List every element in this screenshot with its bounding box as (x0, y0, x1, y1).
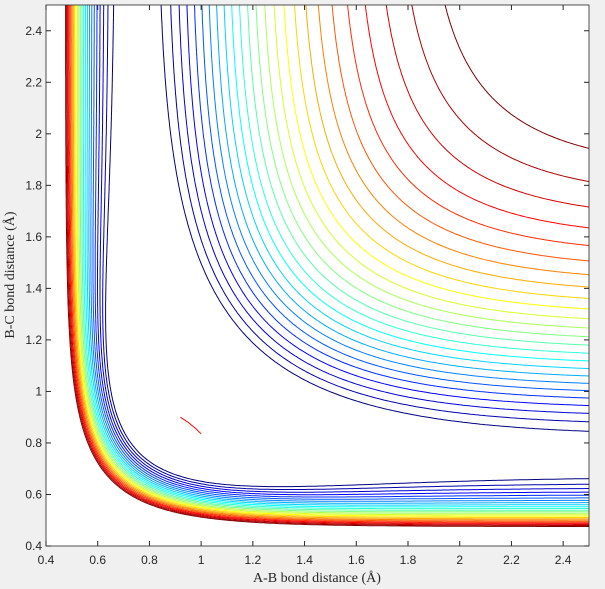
contour-line (84, 5, 589, 508)
y-tick-label: 2.2 (25, 75, 42, 89)
contour-line (74, 5, 589, 518)
x-tick-label: 0.8 (141, 553, 158, 567)
contour-line (72, 5, 589, 520)
contour-line (76, 5, 589, 516)
contour-line (81, 5, 589, 511)
x-tick-label: 2 (456, 553, 463, 567)
x-tick-label: 1.4 (296, 553, 313, 567)
y-tick-label: 0.6 (25, 487, 42, 501)
contour-line (102, 5, 589, 490)
x-tick-label: 2.4 (555, 553, 572, 567)
axes-box (45, 4, 590, 547)
x-tick-label: 1.6 (348, 553, 365, 567)
y-tick-label: 1.4 (25, 281, 42, 295)
y-tick-label: 0.4 (25, 539, 42, 553)
contour-line (69, 5, 589, 523)
contour-layer (65, 5, 589, 527)
contour-line (68, 5, 589, 524)
x-tick-label: 1 (198, 553, 205, 567)
y-axis-label: B-C bond distance (Å) (2, 211, 18, 338)
y-tick-label: 1.2 (25, 333, 42, 347)
contour-line (78, 5, 589, 514)
x-tick-label: 0.4 (38, 553, 55, 567)
contour-line (97, 5, 589, 496)
contour-line (105, 5, 589, 488)
y-tick-label: 0.8 (25, 436, 42, 450)
contour-line (88, 5, 589, 504)
contour-line (71, 5, 589, 521)
contour-line (99, 5, 589, 493)
y-tick-label: 1 (35, 384, 42, 398)
contour-line (66, 5, 589, 526)
x-axis-label: A-B bond distance (Å) (253, 570, 381, 586)
y-tick-label: 1.8 (25, 178, 42, 192)
contour-line (86, 5, 589, 506)
contour-line (75, 5, 589, 517)
y-tick-label: 1.6 (25, 230, 42, 244)
y-tick-label: 2 (35, 127, 42, 141)
x-tick-label: 1.8 (400, 553, 417, 567)
contour-line (67, 5, 589, 525)
y-tick-label: 2.4 (25, 24, 42, 38)
plot-area (46, 5, 589, 546)
x-tick-label: 1.2 (245, 553, 262, 567)
trajectory (180, 416, 202, 435)
x-tick-label: 0.6 (89, 553, 106, 567)
contour-line (94, 5, 589, 498)
contour-line (65, 5, 589, 527)
contour-line (92, 5, 589, 500)
contour-line (70, 5, 589, 522)
contour-line (90, 5, 589, 502)
contour-line (83, 5, 589, 510)
x-tick-label: 2.2 (503, 553, 520, 567)
contour-line (79, 5, 589, 513)
